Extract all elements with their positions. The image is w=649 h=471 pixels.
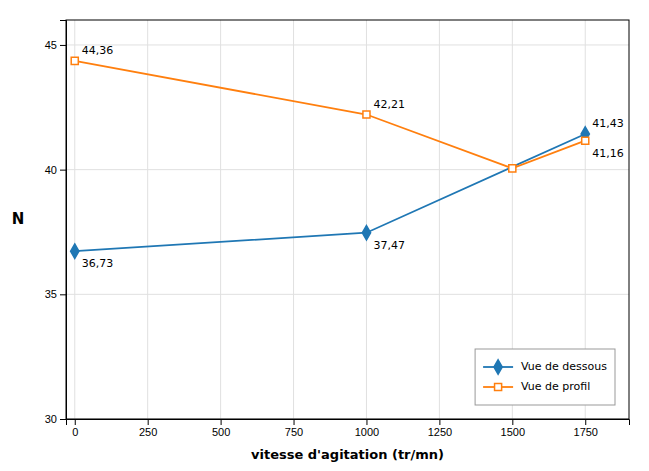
annotations: 44,36 36,73 42,21 37,47 41,43 41,16 [82,44,624,270]
series-marker [71,244,79,258]
annotation: 36,73 [82,257,114,270]
x-tick-mark [366,419,367,425]
y-tick-mark [60,419,66,420]
x-tick-label: 1000 [355,426,379,438]
grid-line-x [293,20,294,419]
x-tick: 1500 [501,419,525,438]
y-axis: 30 35 40 45 [45,21,67,426]
series-marker [509,165,516,172]
legend-item: Vue de dessous [483,360,607,374]
y-tick-label: 40 [45,164,57,176]
legend-item: Vue de profil [483,380,590,393]
plot-frame [66,20,629,419]
annotation: 37,47 [373,239,405,252]
legend-marker [495,383,502,390]
grid-line-y [66,294,629,295]
series-line [75,134,585,251]
annotation: 42,21 [373,98,405,111]
y-tick: 30 [45,413,66,425]
y-tick: 35 [45,288,66,300]
y-tick-mark [60,294,66,295]
x-tick-mark [439,419,440,425]
y-tick-label: 45 [45,39,57,51]
y-tick-mark [60,170,66,171]
chart-svg: 0 250 500 750 1000 1250 1500 1750 30 35 40 45 44,36 3… [0,0,649,471]
series-line [75,61,585,168]
grid-line-y [66,44,629,45]
series-marker [363,111,370,118]
x-axis: 0 250 500 750 1000 1250 1500 1750 [67,419,630,438]
x-tick-label: 0 [72,426,78,438]
x-tick: 750 [285,419,303,438]
x-axis-line [67,420,630,426]
grid-line-x [147,20,148,419]
grid-line-x [220,20,221,419]
grid-line-y [66,169,629,170]
x-tick-label: 750 [285,426,303,438]
x-tick: 0 [72,419,78,438]
x-tick-mark [75,419,76,425]
y-tick: 40 [45,164,66,176]
y-tick-label: 30 [45,413,57,425]
grid-line-x [74,20,75,419]
x-tick-label: 1250 [428,426,452,438]
x-tick-mark [221,419,222,425]
x-tick-label: 250 [139,426,157,438]
x-tick: 1000 [355,419,379,438]
y-axis-title: N [12,210,25,228]
x-tick-label: 500 [212,426,230,438]
x-axis-title: vitesse d'agitation (tr/mn) [251,447,444,462]
x-tick-label: 1750 [574,426,598,438]
x-tick: 250 [139,419,157,438]
x-tick-mark [512,419,513,425]
grid [66,20,629,419]
x-tick-mark [148,419,149,425]
legend-box [475,349,615,405]
y-tick-mark [60,45,66,46]
x-tick: 1250 [428,419,452,438]
series-marker [71,57,78,64]
x-tick-mark [294,419,295,425]
marks [71,57,590,258]
y-axis-line [60,21,67,420]
annotation: 41,43 [592,117,624,130]
y-tick-label: 35 [45,288,57,300]
legend: Vue de dessous Vue de profil [475,349,615,405]
y-tick: 45 [45,39,66,51]
legend-label: Vue de profil [521,380,590,393]
legend-label: Vue de dessous [521,360,607,373]
x-tick-label: 1500 [501,426,525,438]
annotation: 41,16 [592,147,624,160]
grid-line-x [439,20,440,419]
x-tick: 500 [212,419,230,438]
plot-area: 0 250 500 750 1000 1250 1500 1750 30 35 40 45 44,36 3… [45,20,630,438]
series-marker [582,137,589,144]
annotation: 44,36 [82,44,114,57]
grid-line-x [366,20,367,419]
x-tick-mark [585,419,586,425]
series-marker [362,226,370,240]
legend-marker [494,360,502,374]
x-tick: 1750 [574,419,598,438]
